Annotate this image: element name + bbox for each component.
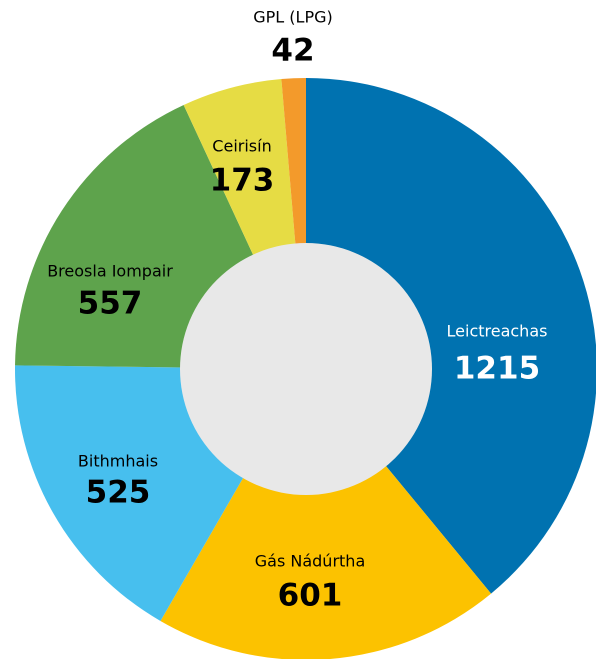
slice-name: Bithmhais — [78, 452, 158, 471]
slice-value: 42 — [271, 33, 314, 69]
slice-value: 1215 — [454, 351, 540, 387]
slice-value: 601 — [278, 578, 343, 614]
donut-slice — [306, 78, 596, 594]
slice-value: 557 — [78, 286, 143, 322]
slice-value: 173 — [210, 163, 275, 199]
slice-value: 525 — [86, 475, 151, 511]
slice-name: Breosla Iompair — [47, 262, 173, 281]
donut-hole — [180, 243, 432, 495]
slice-name: Gás Nádúrtha — [255, 552, 366, 571]
slice-name: Leictreachas — [447, 322, 548, 341]
slice-name: GPL (LPG) — [253, 8, 333, 27]
slice-name: Ceirisín — [212, 137, 271, 156]
donut-slice — [160, 369, 492, 659]
